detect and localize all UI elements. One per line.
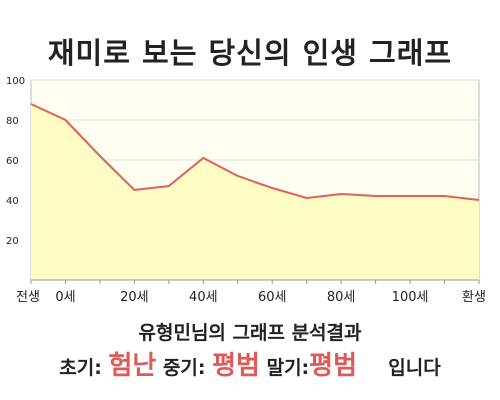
early-label: 초기: xyxy=(59,357,102,379)
x-tick-label: 60세 xyxy=(258,290,287,305)
x-tick-label: 전생 xyxy=(16,290,40,305)
y-axis: 20 40 60 80 100 xyxy=(6,76,25,247)
y-tick-label: 40 xyxy=(6,196,19,207)
x-tick-label: 40세 xyxy=(189,290,218,305)
series-line xyxy=(30,103,480,201)
x-tick-label: 100세 xyxy=(392,290,429,305)
late-label: 말기: xyxy=(266,357,310,379)
analysis-summary: 유형민님의 그래프 분석결과 xyxy=(138,322,362,344)
x-tick-label: 80세 xyxy=(327,290,356,305)
result-suffix: 입니다 xyxy=(388,357,441,379)
early-value: 험난 xyxy=(108,351,157,381)
area-fill xyxy=(31,104,479,280)
x-tick-label: 0세 xyxy=(55,290,75,305)
mid-label: 중기: xyxy=(162,357,206,379)
y-tick-label: 80 xyxy=(6,116,19,127)
y-tick-label: 20 xyxy=(6,236,19,247)
x-axis: 전생 0세 20세 40세 60세 80세 100세 환생 xyxy=(16,280,486,305)
analysis-result: 초기: 험난 중기: 평범 말기:평범 입니다 xyxy=(0,345,500,382)
y-tick-label: 60 xyxy=(6,156,19,167)
x-tick-label: 20세 xyxy=(120,290,149,305)
x-tick-label: 환생 xyxy=(462,290,486,305)
mid-value: 평범 xyxy=(212,351,260,381)
y-tick-label: 100 xyxy=(6,76,25,87)
late-value: 평범 xyxy=(309,351,357,381)
page-title: 재미로 보는 당신의 인생 그래프 xyxy=(47,36,453,70)
